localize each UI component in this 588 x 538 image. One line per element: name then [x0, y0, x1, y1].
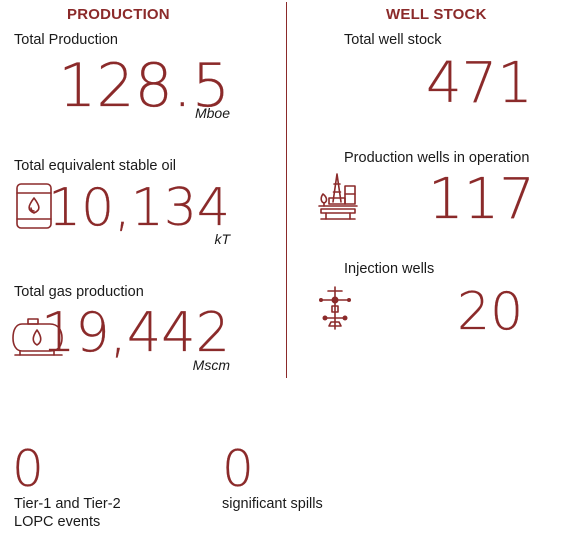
stable-oil-label: Total equivalent stable oil [14, 158, 177, 174]
injection-wells-value: 20 [457, 282, 524, 342]
total-production-value: 128.5 [58, 51, 230, 121]
wellhead-icon [319, 286, 351, 330]
injection-wells-label: Injection wells [344, 261, 435, 277]
total-production-unit: Mboe [194, 105, 230, 121]
production-heading: PRODUCTION [67, 6, 170, 23]
operating-wells-label: Production wells in operation [344, 150, 530, 166]
significant-spills-label: significant spills [222, 496, 323, 512]
total-well-stock-value: 471 [426, 51, 533, 116]
total-well-stock-label: Total well stock [344, 32, 442, 48]
lopc-events-label-line1: Tier-1 and Tier-2 [14, 496, 121, 512]
lopc-events-label-line2: LOPC events [14, 514, 101, 530]
lopc-events-value: 0 [12, 440, 44, 498]
stable-oil-value: 10,134 [48, 178, 230, 238]
gas-production-unit: Mscm [192, 357, 230, 373]
gas-production-value: 19,442 [41, 301, 230, 364]
significant-spills-value: 0 [222, 440, 254, 498]
well-stock-heading: WELL STOCK [386, 6, 487, 23]
gas-tank-icon [12, 318, 63, 356]
column-divider [286, 2, 287, 378]
operating-wells-value: 117 [428, 167, 535, 232]
stable-oil-unit: kT [214, 231, 230, 247]
drilling-rig-icon [318, 173, 358, 220]
oil-barrel-icon [16, 183, 52, 229]
total-production-label: Total Production [14, 32, 118, 48]
gas-production-label: Total gas production [14, 284, 144, 300]
